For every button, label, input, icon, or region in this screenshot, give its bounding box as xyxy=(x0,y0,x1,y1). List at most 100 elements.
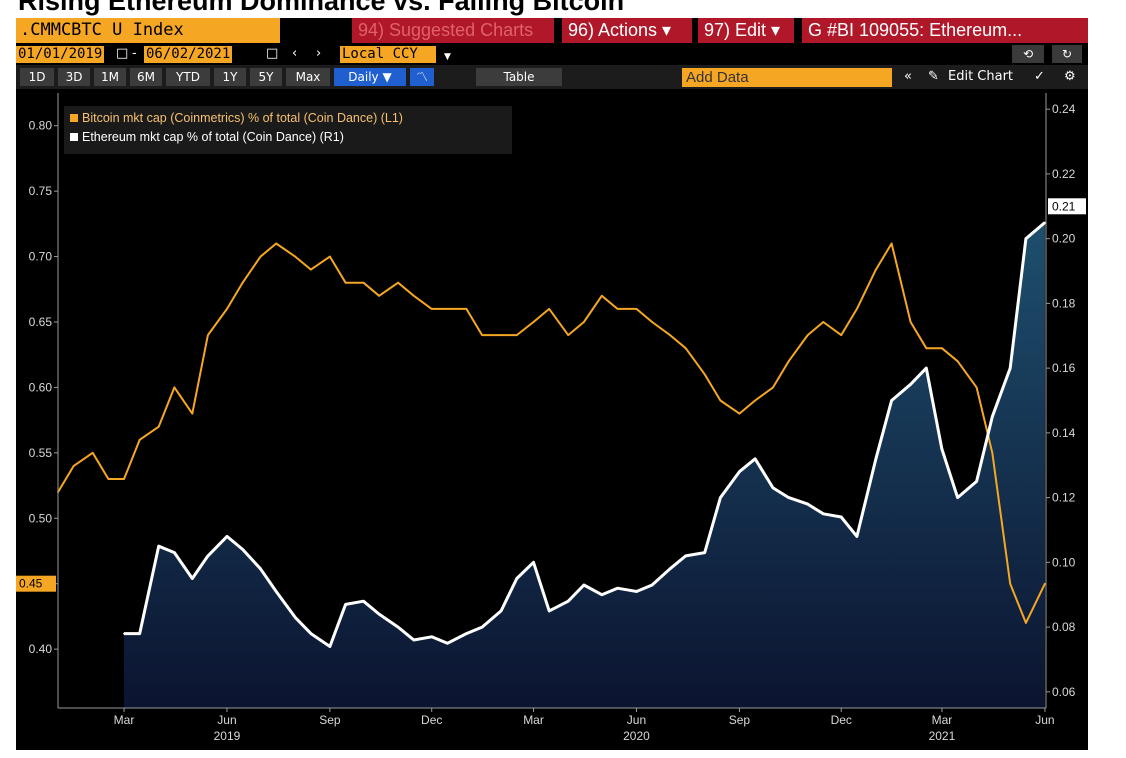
period-3d[interactable]: 3D xyxy=(58,68,90,86)
right-tick-label: 0.14 xyxy=(1052,426,1076,440)
btc-data-point xyxy=(738,412,741,415)
chart-title-tab[interactable]: G #BI 109055: Ethereum... xyxy=(802,18,1088,43)
edit-chart-button[interactable]: Edit Chart xyxy=(948,69,1014,84)
calendar-icon[interactable]: □ xyxy=(266,46,279,61)
calendar-icon[interactable]: □ xyxy=(116,46,129,61)
checkmark-icon[interactable]: ✓ xyxy=(1034,69,1045,84)
add-data-input[interactable]: Add Data xyxy=(682,68,892,87)
left-tick-label: 0.75 xyxy=(29,184,53,198)
dropdown-icon[interactable]: ▼ xyxy=(444,52,451,62)
eth-data-point xyxy=(123,632,125,635)
btc-data-point xyxy=(890,242,893,245)
btc-data-point xyxy=(635,308,638,310)
eth-data-point xyxy=(600,593,603,596)
line-chart-icon[interactable]: 〽 xyxy=(410,68,434,86)
eth-data-point xyxy=(909,383,912,386)
eth-data-point xyxy=(412,639,415,641)
btc-last-value-label: 0.45 xyxy=(19,577,43,591)
eth-data-point xyxy=(1044,221,1046,224)
left-tick-label: 0.80 xyxy=(29,119,53,133)
eth-data-point xyxy=(703,551,706,554)
eth-data-point xyxy=(754,457,756,460)
chevron-left-icon[interactable]: ‹ xyxy=(292,46,298,61)
btc-data-point xyxy=(430,308,433,310)
gear-icon[interactable]: ⚙ xyxy=(1064,69,1076,84)
btc-data-point xyxy=(875,268,877,271)
btc-data-point xyxy=(925,347,928,350)
eth-data-point xyxy=(684,555,687,557)
legend-item-btc[interactable]: Bitcoin mkt cap (Coinmetrics) % of total… xyxy=(70,109,403,127)
period-1d[interactable]: 1D xyxy=(20,68,54,86)
chevron-right-icon[interactable]: › xyxy=(316,46,322,61)
start-date-field[interactable]: 01/01/2019 xyxy=(16,46,105,63)
date-bar: 01/01/2019 □ - 06/02/2021 □ ‹ › Local CC… xyxy=(16,43,1088,65)
chart-headline: Rising Ethereum Dominance vs. Falling Bi… xyxy=(18,0,625,16)
eth-data-point xyxy=(583,584,585,586)
btc-data-point xyxy=(651,321,653,323)
actions-menu[interactable]: 96) Actions ▾ xyxy=(562,18,692,43)
btc-data-point xyxy=(329,255,331,258)
legend-swatch-eth xyxy=(70,133,78,141)
suggested-charts-button[interactable]: 94) Suggested Charts xyxy=(352,18,554,43)
btc-data-point xyxy=(856,308,858,310)
chart-plot[interactable]: 0.800.750.700.650.600.550.500.450.400.45… xyxy=(16,89,1088,750)
eth-data-point xyxy=(430,635,433,638)
eth-data-point xyxy=(397,626,399,628)
btc-data-point xyxy=(548,308,551,310)
btc-data-point xyxy=(138,438,141,441)
frequency-select[interactable]: Daily ▼ xyxy=(334,68,406,86)
legend-item-eth[interactable]: Ethereum mkt cap % of total (Coin Dance)… xyxy=(70,128,344,146)
x-tick-label: Sep xyxy=(319,713,341,727)
eth-data-point xyxy=(329,645,331,648)
pencil-icon[interactable]: ✎ xyxy=(928,69,939,84)
eth-data-point xyxy=(772,487,774,489)
eth-data-point xyxy=(275,590,278,593)
btc-data-point xyxy=(191,412,194,415)
period-5y[interactable]: 5Y xyxy=(250,68,282,86)
period-6m[interactable]: 6M xyxy=(130,68,162,86)
eth-data-point xyxy=(925,367,928,369)
right-tick-label: 0.24 xyxy=(1052,102,1076,116)
eth-data-point xyxy=(719,496,722,499)
right-tick-label: 0.10 xyxy=(1052,555,1076,569)
eth-data-point xyxy=(515,577,518,580)
left-tick-label: 0.60 xyxy=(29,380,53,394)
redo-button[interactable]: ↻ xyxy=(1052,45,1082,63)
currency-select[interactable]: Local CCY xyxy=(340,46,436,63)
btc-data-point xyxy=(583,321,585,323)
eth-data-point xyxy=(1009,367,1012,369)
right-tick-label: 0.16 xyxy=(1052,361,1076,375)
x-tick-label: Dec xyxy=(421,713,442,727)
eth-data-point xyxy=(378,613,380,615)
period-1m[interactable]: 1M xyxy=(94,68,126,86)
eth-last-value-badge xyxy=(1048,198,1086,215)
x-tick-label: Jun xyxy=(217,713,236,727)
eth-data-point xyxy=(481,626,483,628)
btc-data-point xyxy=(157,425,160,428)
period-1y[interactable]: 1Y xyxy=(214,68,246,86)
period-ytd[interactable]: YTD xyxy=(166,68,210,86)
table-button[interactable]: Table xyxy=(476,68,562,86)
btc-data-point xyxy=(941,347,943,350)
eth-data-point xyxy=(941,448,943,450)
btc-data-point xyxy=(787,360,790,363)
ticker-field[interactable]: .CMMCBTC U Index xyxy=(16,18,280,43)
end-date-field[interactable]: 06/02/2021 xyxy=(144,46,233,63)
btc-data-point xyxy=(909,321,912,323)
btc-data-point xyxy=(362,281,365,284)
btc-data-point xyxy=(1025,622,1027,624)
eth-data-point xyxy=(207,555,209,557)
edit-menu[interactable]: 97) Edit ▾ xyxy=(698,18,794,43)
eth-data-point xyxy=(259,567,262,570)
btc-data-point xyxy=(515,334,518,336)
btc-data-point xyxy=(310,268,312,271)
period-max[interactable]: Max xyxy=(286,68,330,86)
eth-data-point xyxy=(226,535,228,538)
undo-button[interactable]: ⟲ xyxy=(1012,45,1044,63)
legend-label-eth: Ethereum mkt cap % of total (Coin Dance)… xyxy=(82,130,344,144)
btc-data-point xyxy=(703,373,706,376)
eth-data-point xyxy=(840,516,843,518)
x-tick-label: Sep xyxy=(729,713,751,727)
eth-data-point xyxy=(635,590,638,593)
collapse-icon[interactable]: « xyxy=(904,69,912,84)
